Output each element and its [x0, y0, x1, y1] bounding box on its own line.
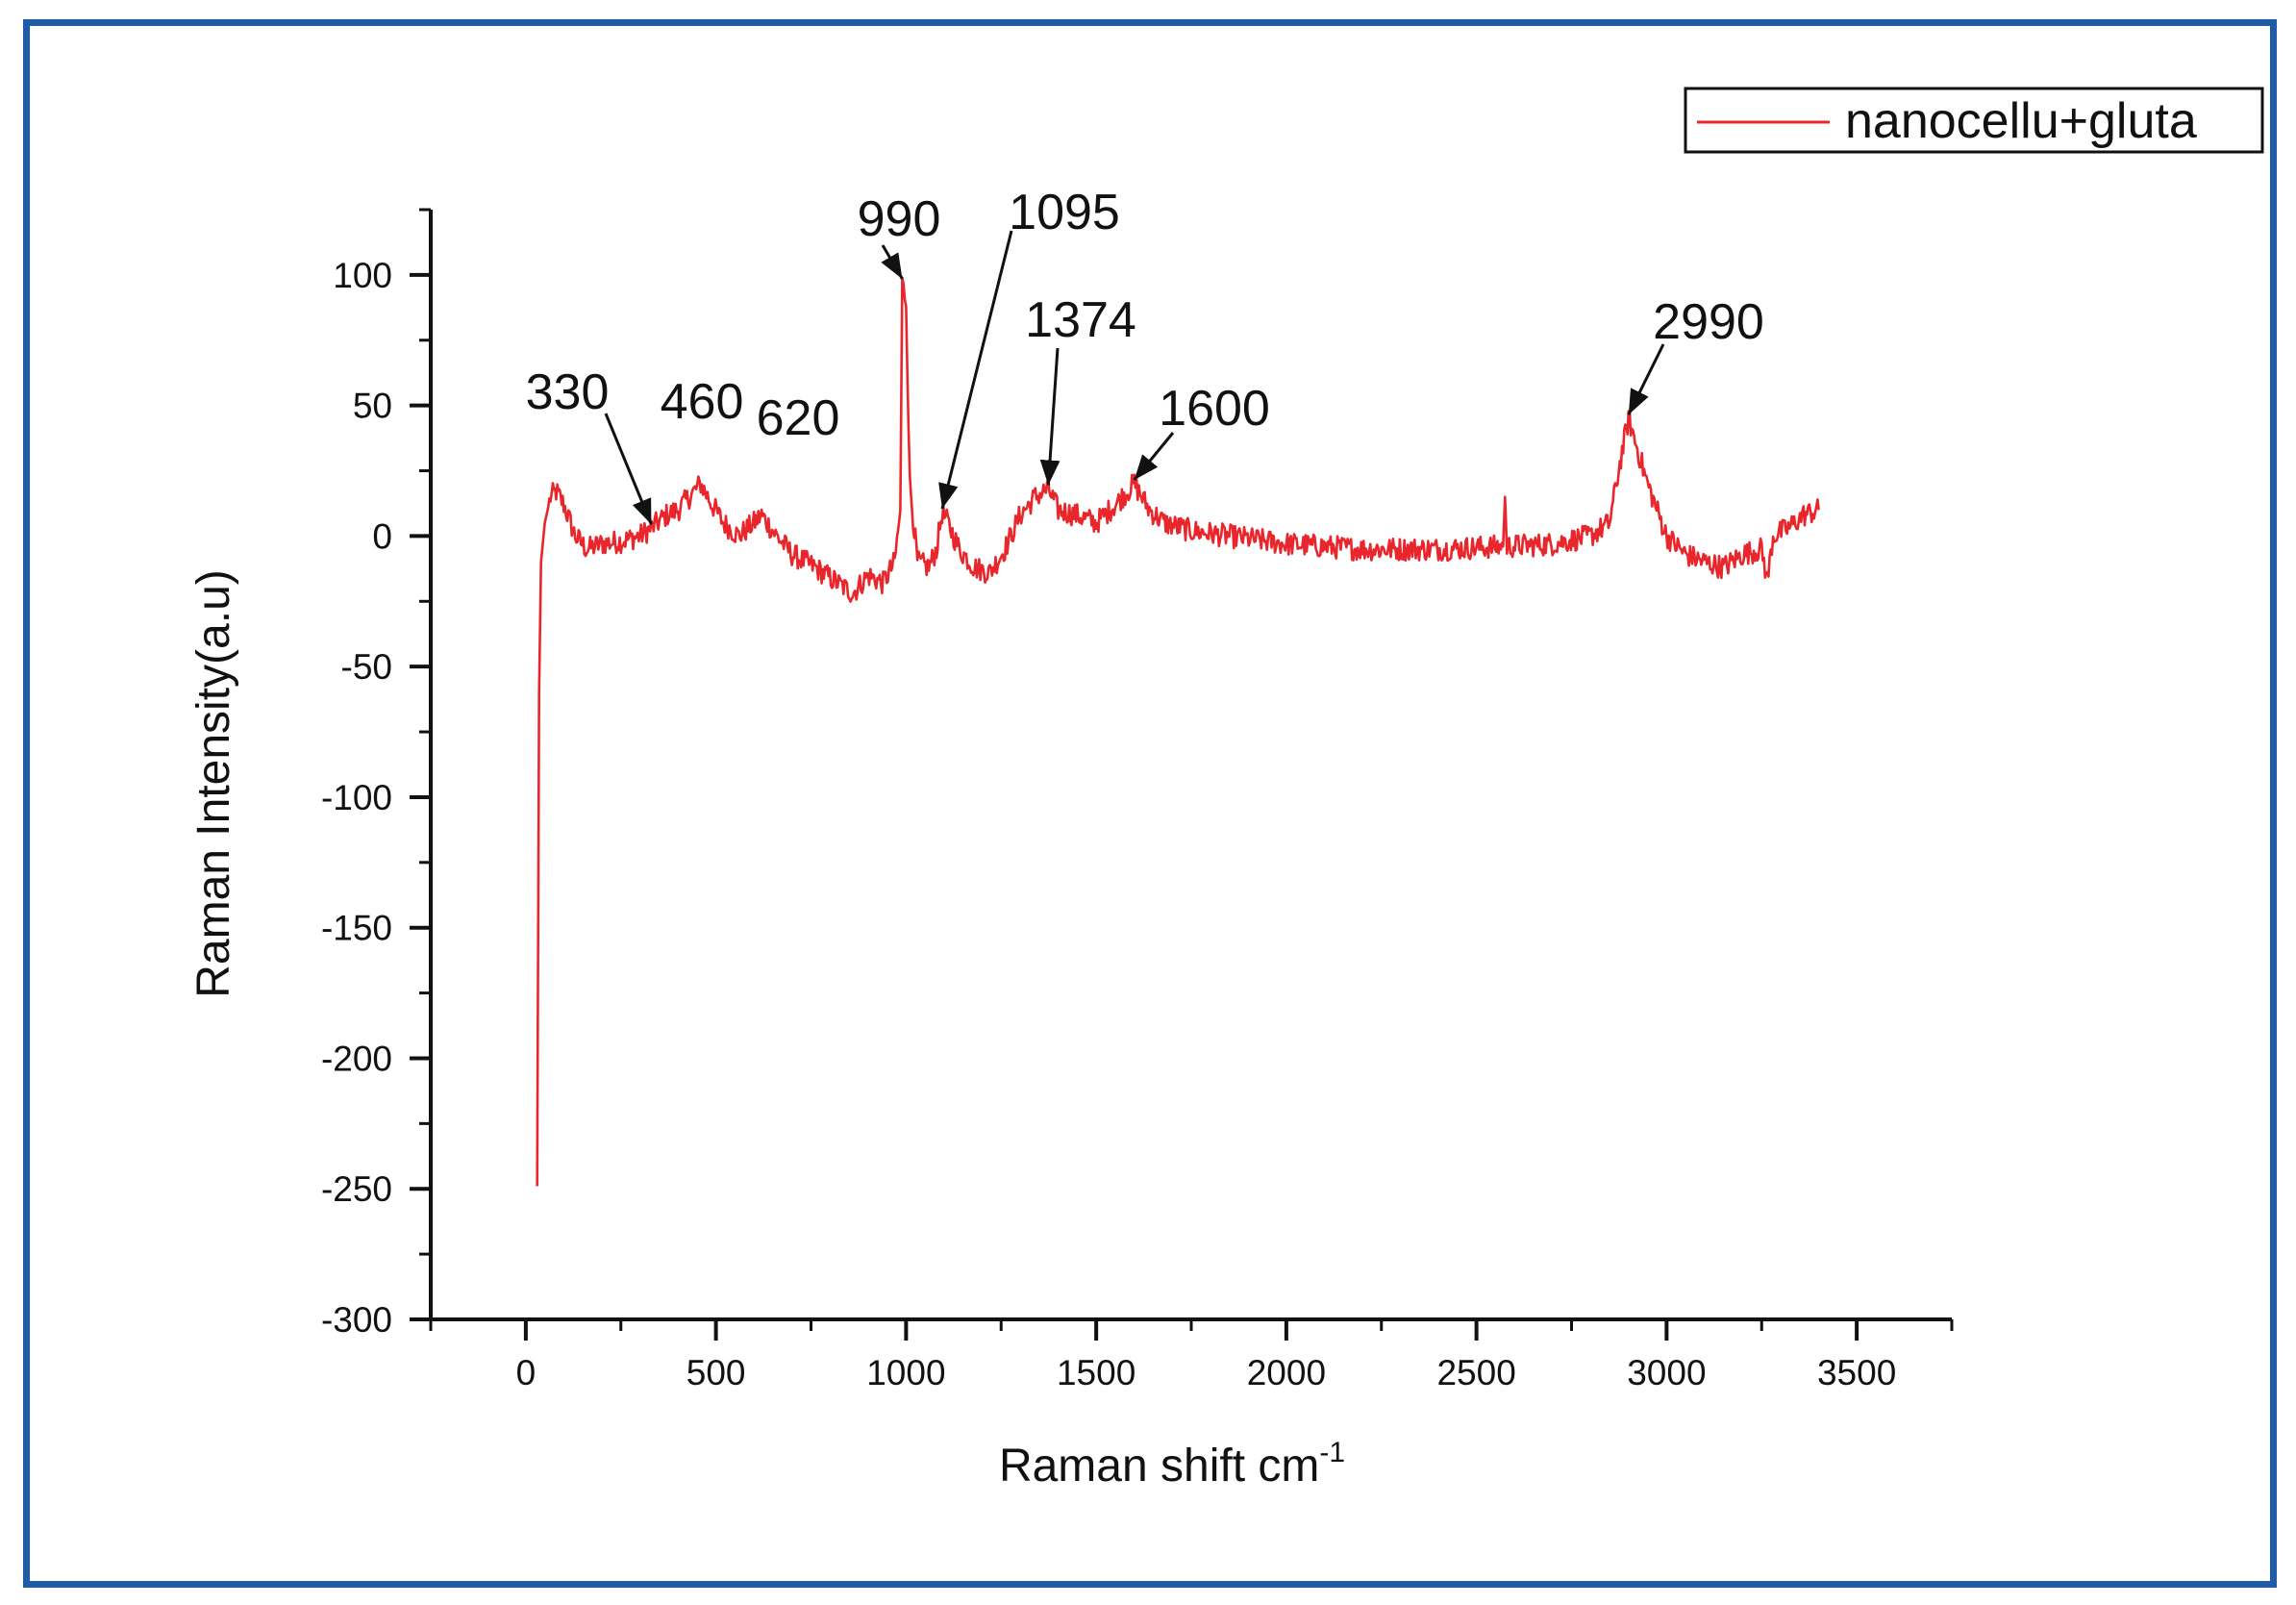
annotation-label-1600: 1600 — [1159, 381, 1270, 437]
annotation-label-330: 330 — [526, 364, 610, 420]
legend-box — [1684, 87, 2264, 154]
annotation-arrow-1600 — [1133, 432, 1175, 482]
chart-frame — [23, 19, 2277, 1588]
annotation-arrow-1095 — [938, 230, 1013, 510]
annotation-arrow-990 — [881, 244, 904, 280]
annotation-label-2990: 2990 — [1653, 294, 1764, 350]
y-tick-label: 100 — [333, 256, 392, 295]
x-axis-title-superscript: -1 — [1319, 1437, 1345, 1468]
x-axis-title: Raman shift cm-1 — [999, 1437, 1345, 1492]
y-tick-label: -150 — [321, 909, 392, 948]
x-tick-label: 1000 — [866, 1353, 945, 1392]
y-axis-title: Raman Intensity(a.u) — [188, 569, 239, 998]
annotation-arrow-330 — [604, 413, 653, 525]
y-tick-label: -200 — [321, 1039, 392, 1078]
annotation-label-460: 460 — [661, 374, 744, 430]
annotation-arrow-2990 — [1627, 343, 1665, 415]
annotation-label-620: 620 — [757, 390, 840, 446]
y-tick-label: 0 — [372, 516, 392, 556]
y-tick-label: -300 — [321, 1300, 392, 1340]
legend-label: nanocellu+gluta — [1845, 93, 2197, 149]
x-tick-label: 3500 — [1817, 1353, 1896, 1392]
y-tick-label: -50 — [341, 647, 392, 687]
x-tick-label: 3000 — [1627, 1353, 1706, 1392]
x-tick-label: 1500 — [1057, 1353, 1136, 1392]
annotation-label-1374: 1374 — [1025, 292, 1136, 348]
annotation-arrow-1374 — [1039, 347, 1061, 486]
annotation-label-1095: 1095 — [1009, 185, 1120, 240]
annotation-label-990: 990 — [858, 191, 941, 247]
y-tick-label: 50 — [353, 387, 392, 426]
x-tick-label: 0 — [516, 1353, 537, 1392]
y-tick-label: -100 — [321, 778, 392, 817]
series-line-nanocellu-gluta — [536, 276, 1820, 1187]
x-tick-label: 2000 — [1247, 1353, 1326, 1392]
x-tick-label: 2500 — [1436, 1353, 1515, 1392]
y-tick-label: -250 — [321, 1169, 392, 1209]
x-tick-label: 500 — [686, 1353, 746, 1392]
